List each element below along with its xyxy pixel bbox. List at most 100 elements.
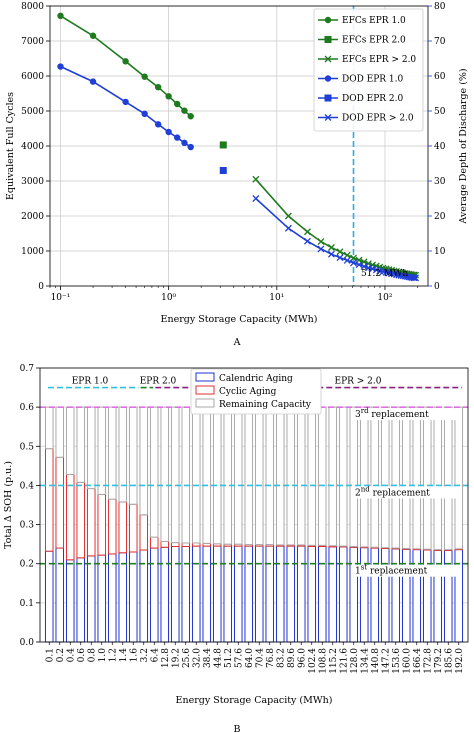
b-xtick-label: 115.2 <box>329 648 339 674</box>
b-bar-calendric-aging <box>265 545 275 643</box>
b-bar-calendric-aging <box>275 545 285 643</box>
a-point <box>165 93 172 100</box>
b-bar-calendric-aging <box>317 545 327 643</box>
a-ylabel-left: Equivalent Full Cycles <box>5 92 16 200</box>
a-legend-label: EFCs EPR > 2.0 <box>342 55 416 65</box>
b-bar-calendric-aging <box>44 550 54 643</box>
b-bar-calendric-aging <box>359 547 369 643</box>
a-point <box>336 248 344 256</box>
a-point <box>284 224 292 232</box>
b-bar-calendric-aging <box>254 545 264 643</box>
b-bar-calendric-aging <box>223 545 233 643</box>
a-point <box>412 274 420 282</box>
b-replacement-label: 1st replacement <box>355 564 428 577</box>
a-point <box>317 238 325 246</box>
b-xlabel: Energy Storage Capacity (MWh) <box>176 695 333 706</box>
b-ytick-label: 0.4 <box>20 481 35 491</box>
b-bar-remaining-capacity <box>170 406 180 544</box>
b-bar-calendric-aging <box>76 557 86 643</box>
a-ytick-right-label: 50 <box>434 107 446 117</box>
a-point <box>219 141 227 149</box>
b-bar-remaining-capacity <box>296 406 306 546</box>
b-bar-cyclic-aging <box>55 456 65 549</box>
a-series-line <box>255 178 416 276</box>
b-bar-remaining-capacity <box>202 406 212 544</box>
b-bar-calendric-aging <box>349 546 359 643</box>
b-bar-calendric-aging <box>118 552 128 643</box>
a-point <box>324 55 332 63</box>
b-xtick-label: 83.2 <box>276 648 286 668</box>
b-hlines: 3rd replacement 2nd replacement 1st replac… <box>40 406 468 577</box>
b-bar-calendric-aging <box>380 547 390 643</box>
b-bar-remaining-capacity <box>338 406 348 547</box>
b-bar-remaining-capacity <box>223 406 233 545</box>
b-xtick-label: 166.4 <box>413 648 423 674</box>
b-bar-cyclic-aging <box>160 540 170 548</box>
b-bar-remaining-capacity <box>307 406 317 546</box>
b-xtick-label: 70.4 <box>255 648 265 668</box>
a-series-dod-epr-2-0 <box>219 167 227 174</box>
a-point <box>303 228 311 236</box>
a-point <box>181 139 188 147</box>
b-bar-calendric-aging <box>86 555 96 643</box>
a-legend-items: EFCs EPR 1.0 EFCs EPR 2.0 EFCs EPR > 2.0 DO… <box>318 16 416 124</box>
a-ytick-left-label: 2000 <box>21 212 44 222</box>
b-xtick-label: 0.2 <box>56 648 66 662</box>
b-bar-cyclic-aging <box>86 488 96 557</box>
a-ytick-right-label: 40 <box>434 142 446 152</box>
b-bar-remaining-capacity <box>265 406 275 546</box>
b-legend-items: Calendric Aging Cyclic Aging Remaining Cap… <box>195 372 312 410</box>
b-bar-remaining-capacity <box>139 406 149 516</box>
a-point <box>252 195 260 202</box>
a-point <box>141 110 148 118</box>
b-legend-swatch <box>195 398 215 408</box>
b-ytick-label: 0.3 <box>20 521 35 531</box>
a-panel-letter: A <box>233 337 241 348</box>
b-bar-remaining-capacity <box>286 406 296 546</box>
a-legend-label: EFCs EPR 2.0 <box>342 36 406 46</box>
b-bar-remaining-capacity <box>160 406 170 542</box>
a-point <box>327 250 335 258</box>
a-point <box>141 73 148 80</box>
b-legend-box <box>190 368 322 415</box>
b-xtick-label: 6.4 <box>150 648 160 663</box>
b-epr-bg <box>336 375 394 387</box>
a-point <box>355 261 363 269</box>
a-point <box>410 274 418 282</box>
b-bar-cyclic-aging <box>76 481 86 559</box>
a-ytick-right-label: 10 <box>434 247 446 257</box>
b-legend-label: Remaining Capacity <box>219 400 312 410</box>
a-series-dod-epr-1-0 <box>57 63 194 151</box>
b-bar-remaining-capacity <box>422 406 432 550</box>
a-point <box>252 175 260 183</box>
a-ytick-right-label: 30 <box>434 177 446 187</box>
panel-a: 10⁻¹ 10⁰ 10¹ 10² 0 1000 2000 3000 4000 5000 6000 70… <box>5 2 469 348</box>
a-ytick-right-label: 80 <box>434 2 446 12</box>
a-xtick-label: 10⁻¹ <box>51 293 71 303</box>
b-bar-cyclic-aging <box>44 448 54 552</box>
a-xtick-label: 10⁰ <box>161 293 176 303</box>
b-xtick-label: 38.4 <box>203 648 213 668</box>
b-bar-remaining-capacity <box>233 406 243 545</box>
b-xtick-label: 0.4 <box>66 648 76 663</box>
a-legend: EFCs EPR 1.0 EFCs EPR 2.0 EFCs EPR > 2.0 DO… <box>313 8 424 132</box>
b-bar-cyclic-aging <box>65 473 75 561</box>
a-point <box>303 237 311 245</box>
b-bar-calendric-aging <box>149 547 159 643</box>
b-xtick-label: 76.8 <box>266 648 276 668</box>
b-replacement-label: 3rd replacement <box>355 407 429 420</box>
b-xtick-label: 19.2 <box>171 648 181 668</box>
b-bar-calendric-aging <box>65 559 75 643</box>
b-xtick-label: 51.2 <box>224 648 234 668</box>
a-annotation: 51.2 MWh <box>361 269 408 279</box>
b-xtick-label: 57.6 <box>234 648 244 668</box>
b-bar-remaining-capacity <box>191 406 201 544</box>
b-xtick-label: 44.8 <box>213 648 223 668</box>
b-bar-cyclic-aging <box>149 536 159 549</box>
a-point <box>57 12 64 19</box>
a-point <box>324 16 332 24</box>
b-bar-remaining-capacity <box>359 406 369 548</box>
b-xtick-label: 179.2 <box>434 648 444 674</box>
b-bar-calendric-aging <box>128 551 138 643</box>
a-ytick-left-label: 3000 <box>21 177 44 187</box>
